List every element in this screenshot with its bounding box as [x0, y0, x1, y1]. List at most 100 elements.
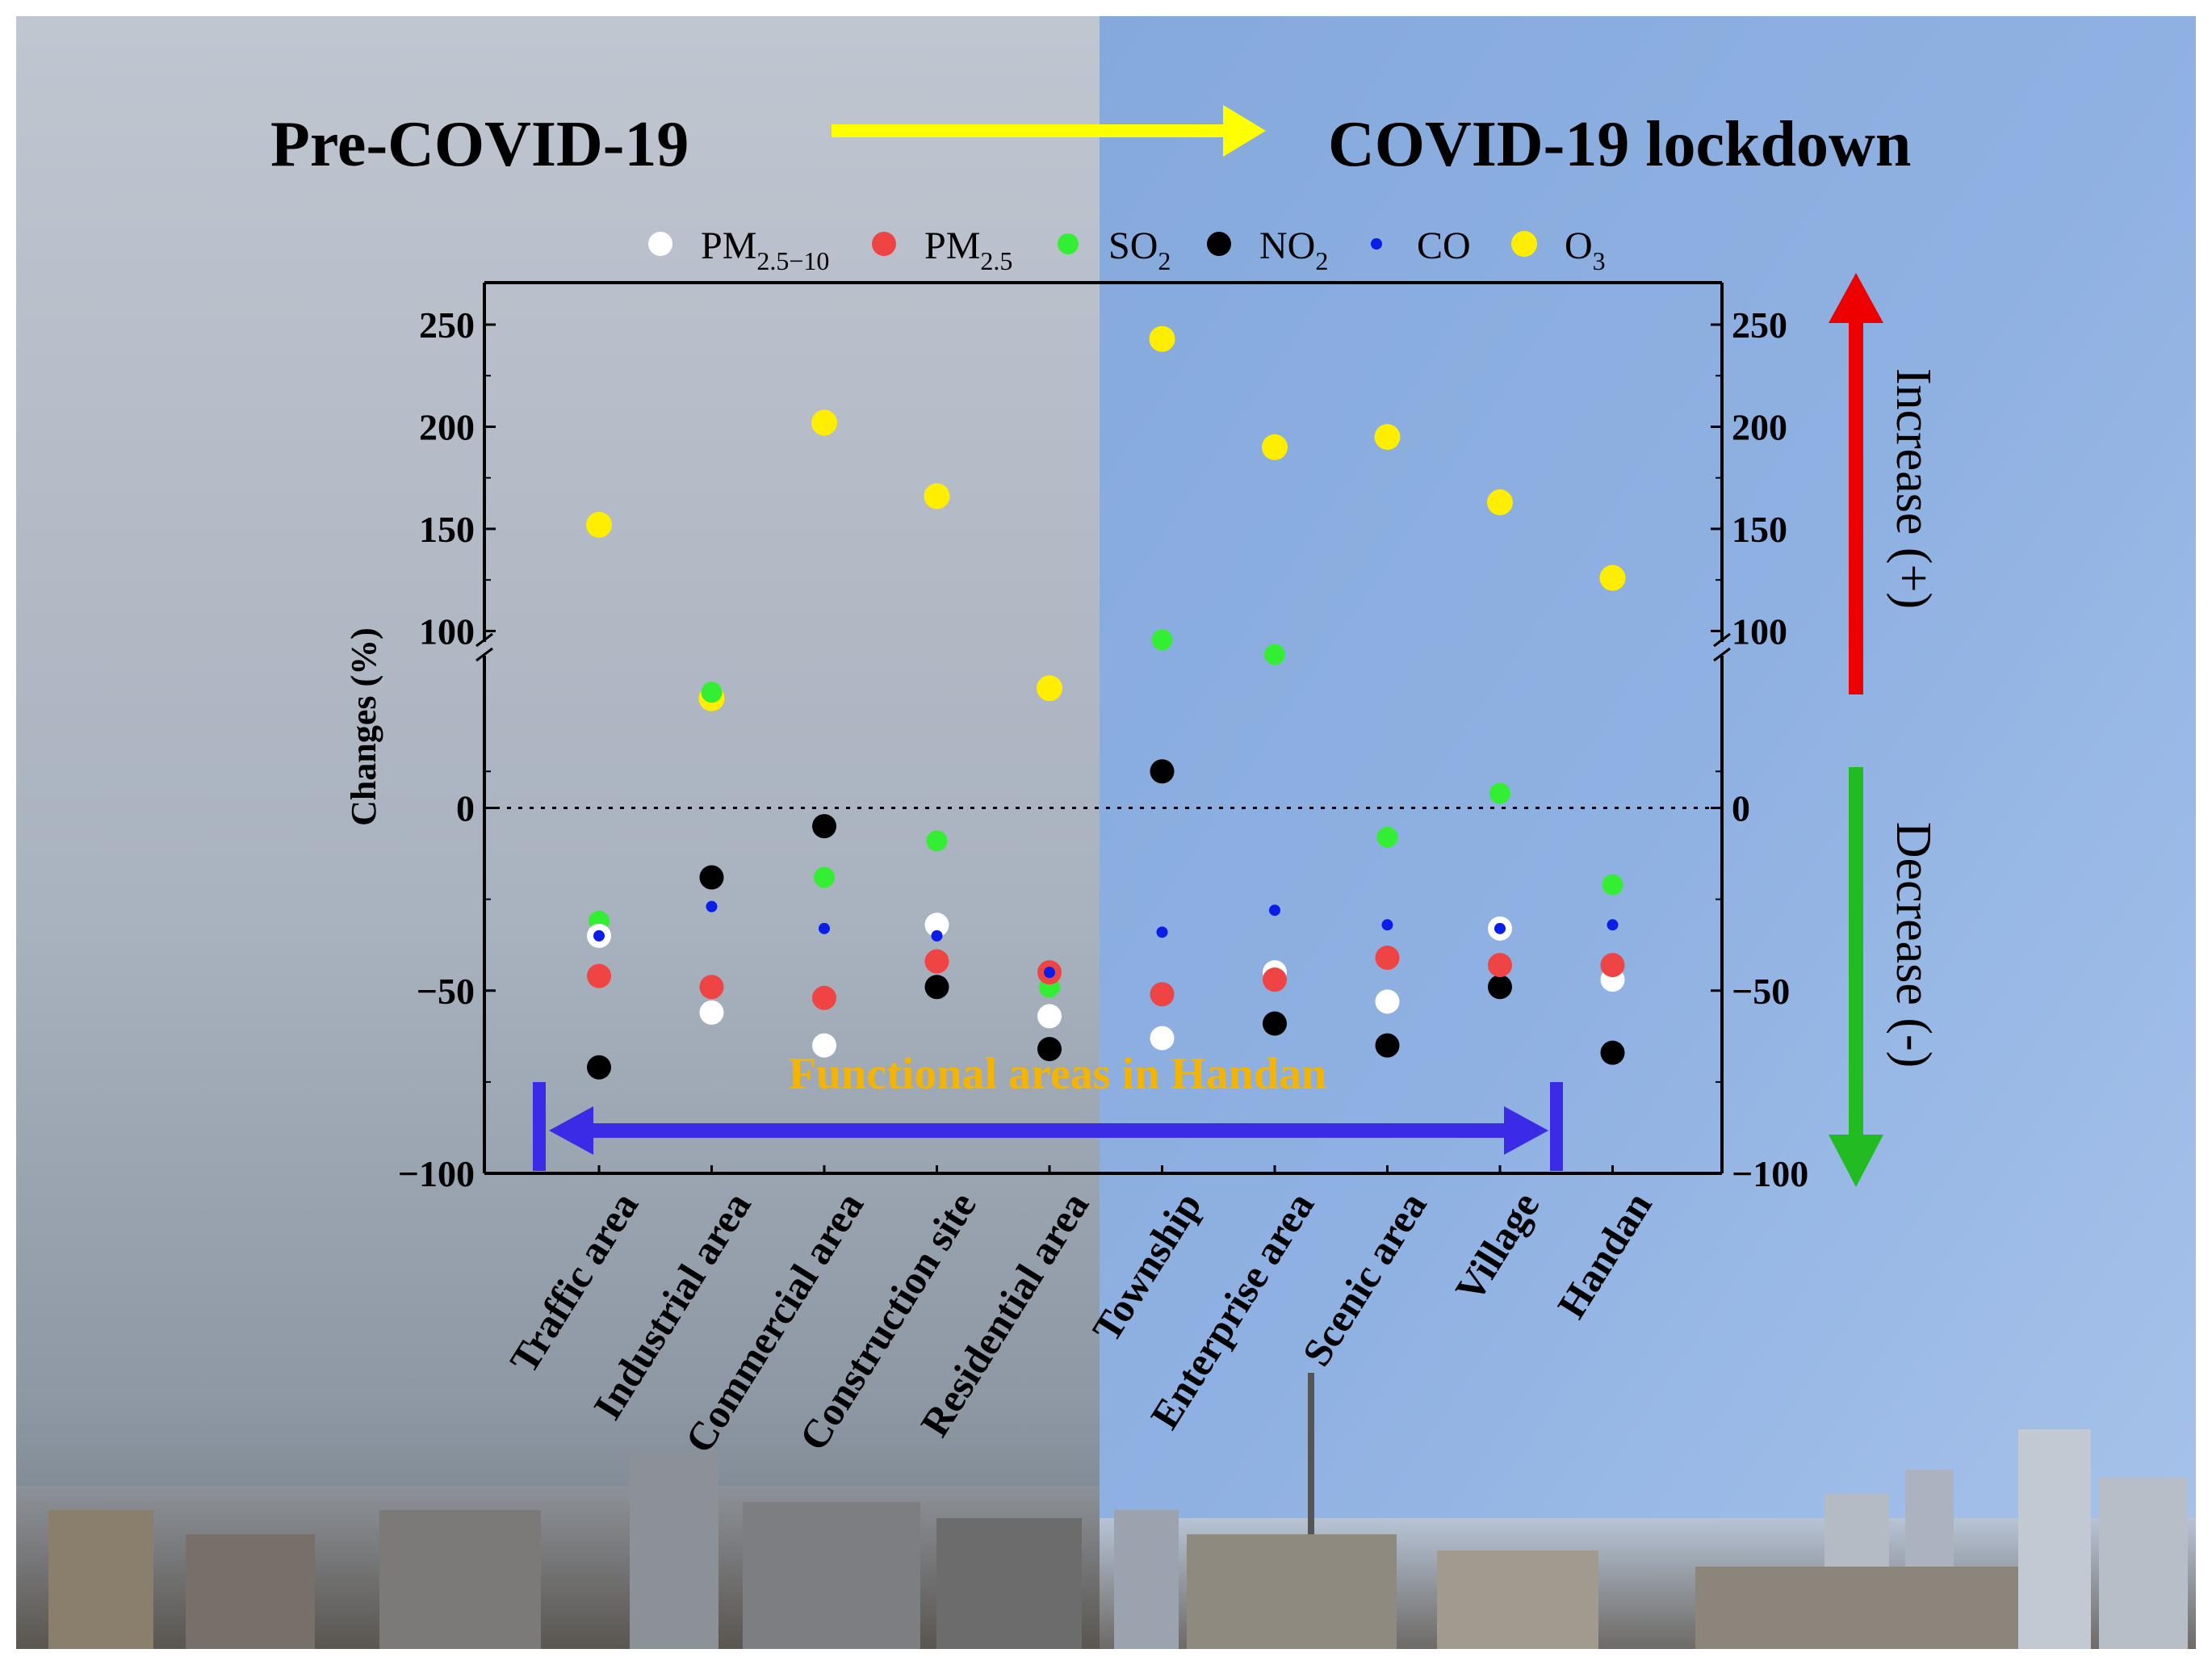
point-no2-traffic-area	[587, 1055, 611, 1080]
y-tick-label-left: 0	[456, 788, 475, 829]
span-bracket-right	[1550, 1082, 1563, 1171]
legend-label-no2: NO2	[1259, 224, 1328, 275]
point-pm_coarse-construction-site	[924, 913, 949, 938]
point-no2-industrial-area	[699, 865, 724, 890]
legend-marker-no2	[1207, 232, 1231, 256]
y-tick-label-right: 200	[1732, 406, 1787, 447]
legend-marker-co	[1371, 238, 1382, 250]
point-o3-commercial-area	[811, 409, 837, 436]
y-tick-label-right: 0	[1732, 788, 1750, 829]
point-so2-handan	[1602, 874, 1623, 896]
point-pm25-handan	[1600, 953, 1625, 978]
point-pm25-industrial-area	[699, 975, 724, 1000]
city-skyline-left	[16, 1454, 1100, 1649]
point-o3-construction-site	[924, 483, 950, 510]
point-no2-handan	[1600, 1040, 1625, 1065]
axis-break-mark-left-2	[475, 647, 493, 662]
legend-label-so2: SO2	[1108, 224, 1171, 275]
point-so2-construction-site	[926, 830, 948, 852]
axis-break-mark-right-2	[1713, 647, 1731, 662]
point-pm25-commercial-area	[812, 985, 836, 1010]
legend-marker-o3	[1511, 231, 1537, 257]
covid-lockdown-title: COVID-19 lockdown	[1328, 109, 1911, 180]
point-pm25-enterprise-area	[1263, 967, 1287, 992]
span-arrow-head-left	[549, 1106, 593, 1155]
point-no2-enterprise-area	[1263, 1011, 1287, 1036]
point-no2-township	[1150, 759, 1175, 784]
point-no2-village	[1488, 975, 1512, 1000]
y-tick-label-right: 250	[1732, 304, 1787, 346]
point-co-residential-area	[1044, 967, 1055, 979]
legend-label-o3: O3	[1565, 224, 1606, 275]
point-no2-scenic-area	[1375, 1033, 1400, 1058]
increase-arrow-shaft	[1849, 307, 1863, 694]
decrease-indicator: Decrease (-)	[1829, 767, 1941, 1187]
legend-marker-pm_coarse	[648, 232, 672, 256]
point-pm_coarse-township	[1150, 1026, 1175, 1051]
y-tick-label-left: 100	[419, 610, 475, 652]
point-pm25-scenic-area	[1375, 946, 1400, 971]
point-co-construction-site	[931, 929, 943, 942]
point-co-industrial-area	[706, 900, 718, 913]
span-arrow-head-right	[1504, 1106, 1548, 1155]
point-o3-residential-area	[1037, 675, 1062, 702]
point-co-enterprise-area	[1269, 904, 1280, 917]
legend-marker-pm25	[872, 232, 896, 256]
point-pm25-village	[1488, 953, 1512, 978]
point-so2-commercial-area	[814, 866, 835, 888]
axis-break-mark-left-1	[475, 632, 493, 648]
point-pm_coarse-commercial-area	[812, 1033, 836, 1058]
point-o3-enterprise-area	[1262, 434, 1288, 460]
point-co-handan	[1607, 919, 1619, 931]
legend-label-pm25: PM2.5	[924, 224, 1012, 275]
point-co-traffic-area	[593, 929, 605, 942]
functional-areas-span: Functional areas in Handan	[533, 1049, 1563, 1171]
y-tick-label-left: −50	[417, 971, 475, 1012]
y-tick-label-right: 150	[1732, 509, 1787, 550]
point-so2-enterprise-area	[1264, 644, 1285, 665]
point-so2-industrial-area	[701, 682, 723, 703]
point-o3-village	[1487, 489, 1513, 516]
point-pm25-construction-site	[924, 949, 949, 974]
data-points	[586, 325, 1626, 1080]
y-tick-label-left: −100	[398, 1153, 475, 1194]
legend-label-co: CO	[1417, 224, 1471, 267]
legend-marker-so2	[1058, 233, 1079, 254]
background-right-panel	[1100, 16, 2196, 1649]
background-left-panel	[16, 16, 1100, 1649]
increase-indicator: Increase (+)	[1829, 273, 1941, 694]
span-bracket-left	[533, 1082, 546, 1171]
increase-label: Increase (+)	[1886, 368, 1941, 609]
header-arrow-head	[1223, 105, 1266, 157]
y-tick-label-left: 150	[419, 509, 475, 550]
chart-axes: 250 250 200 200 150 150 100 100 0 0 −50 −50 −100 −100	[398, 281, 1808, 1194]
point-so2-township	[1151, 629, 1173, 651]
point-so2-scenic-area	[1376, 826, 1398, 848]
point-pm_coarse-residential-area	[1037, 1004, 1062, 1029]
pre-covid-title: Pre-COVID-19	[270, 109, 689, 180]
point-pm_coarse-scenic-area	[1375, 989, 1400, 1014]
point-pm_coarse-industrial-area	[699, 1000, 724, 1025]
y-axis-label: Changes (%)	[344, 627, 383, 826]
y-tick-label-right: −100	[1732, 1153, 1808, 1194]
point-pm25-traffic-area	[587, 963, 611, 988]
point-o3-township	[1149, 325, 1175, 352]
point-co-township	[1156, 926, 1168, 938]
point-pm25-township	[1150, 982, 1175, 1007]
decrease-arrow-head	[1829, 1135, 1883, 1187]
point-o3-scenic-area	[1374, 424, 1401, 451]
point-co-commercial-area	[819, 922, 830, 934]
y-tick-label-left: 200	[419, 406, 475, 447]
point-no2-construction-site	[924, 975, 949, 1000]
legend-label-pm_coarse: PM2.5−10	[701, 224, 829, 275]
point-so2-village	[1489, 782, 1510, 804]
decrease-arrow-shaft	[1849, 767, 1863, 1147]
increase-arrow-head	[1829, 273, 1883, 323]
y-tick-label-right: 100	[1732, 610, 1787, 652]
point-no2-residential-area	[1037, 1037, 1062, 1062]
functional-areas-label: Functional areas in Handan	[789, 1049, 1326, 1099]
city-skyline-right	[1100, 1373, 2196, 1649]
point-o3-handan	[1599, 564, 1626, 591]
